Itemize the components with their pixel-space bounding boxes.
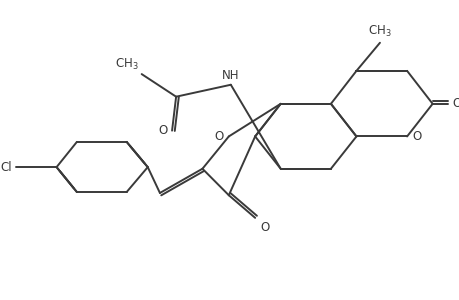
Text: O: O bbox=[214, 130, 224, 143]
Text: CH$_3$: CH$_3$ bbox=[367, 24, 391, 39]
Text: O: O bbox=[452, 97, 459, 110]
Text: O: O bbox=[157, 124, 167, 137]
Text: CH$_3$: CH$_3$ bbox=[115, 57, 139, 72]
Text: O: O bbox=[259, 221, 269, 234]
Text: Cl: Cl bbox=[0, 160, 12, 174]
Text: O: O bbox=[411, 130, 420, 143]
Text: NH: NH bbox=[222, 69, 239, 82]
